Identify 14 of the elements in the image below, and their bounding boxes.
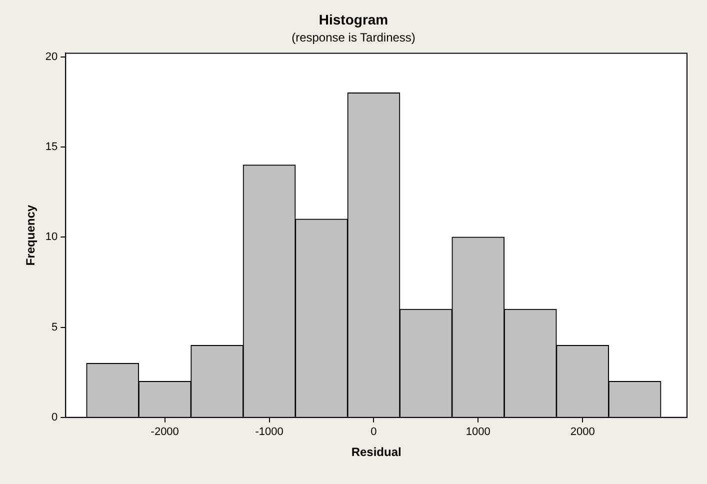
y-axis-title: Frequency bbox=[24, 204, 38, 266]
x-axis-title: Residual bbox=[351, 445, 402, 460]
chart-subtitle: (response is Tardiness) bbox=[292, 30, 416, 44]
x-tick-label: -2000 bbox=[150, 426, 179, 438]
y-tick-label: 0 bbox=[52, 411, 58, 424]
chart-title: Histogram bbox=[318, 11, 388, 28]
y-tick-label: 15 bbox=[45, 140, 58, 153]
y-tick-label: 10 bbox=[45, 231, 58, 244]
y-tick-label: 20 bbox=[45, 50, 58, 63]
x-tick-label: 2000 bbox=[570, 426, 595, 438]
x-tick-label: -1000 bbox=[255, 426, 284, 438]
y-tick-label: 5 bbox=[52, 321, 58, 334]
x-tick-label: 0 bbox=[370, 426, 377, 438]
x-tick-label: 1000 bbox=[466, 426, 490, 438]
